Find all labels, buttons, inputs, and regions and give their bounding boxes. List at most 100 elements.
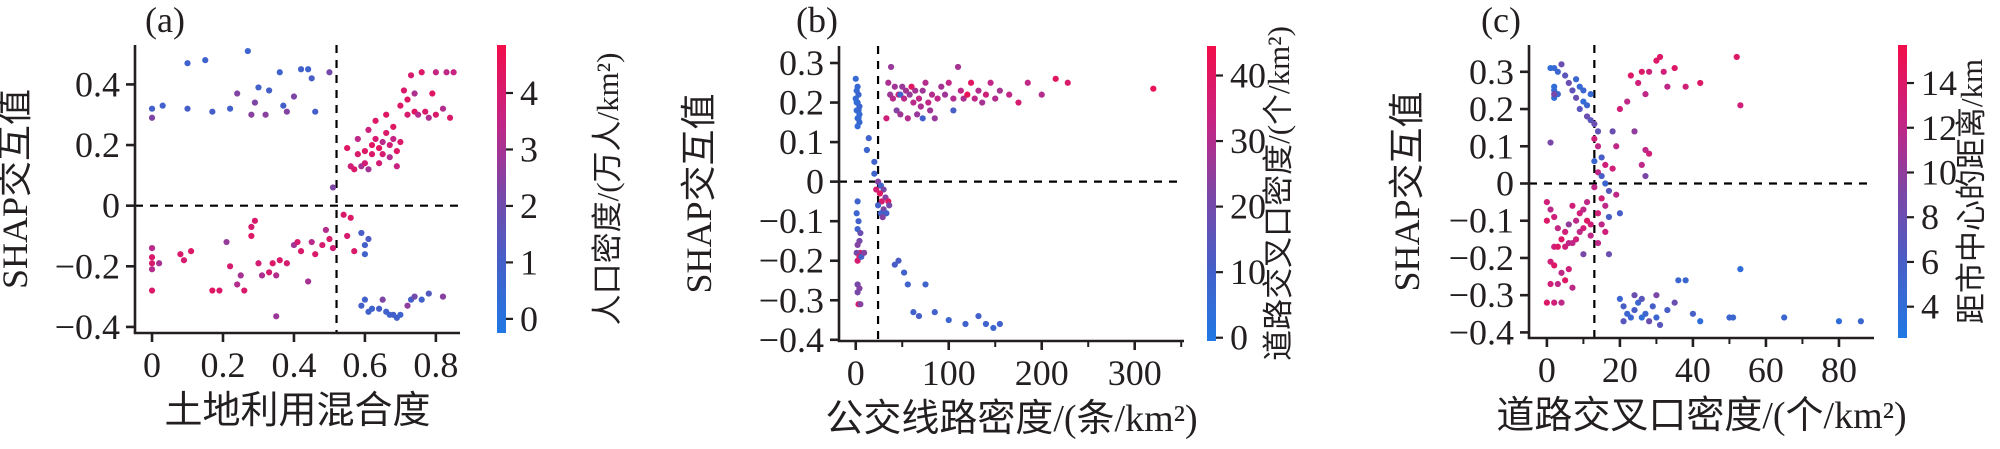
data-point bbox=[1554, 68, 1561, 75]
data-point bbox=[1646, 68, 1653, 75]
data-point bbox=[397, 138, 404, 146]
data-point bbox=[262, 111, 269, 118]
data-point bbox=[305, 278, 312, 285]
data-point bbox=[354, 135, 361, 143]
data-point bbox=[1642, 310, 1649, 317]
data-point bbox=[1627, 314, 1634, 321]
x-axis-tick-label: 80 bbox=[1821, 350, 1857, 390]
data-point bbox=[1547, 139, 1554, 146]
x-axis-tick-label: 100 bbox=[922, 353, 976, 393]
colorbar-tick-label: 30 bbox=[1230, 121, 1266, 161]
colorbar-tick-label: 2 bbox=[520, 186, 538, 226]
data-point bbox=[1605, 251, 1613, 258]
colorbar-tick-label: 4 bbox=[1921, 287, 1939, 327]
y-axis-tick-label: 0.2 bbox=[75, 125, 120, 165]
data-point bbox=[1664, 83, 1671, 90]
data-point bbox=[919, 115, 926, 122]
data-point bbox=[1547, 206, 1554, 213]
data-point bbox=[897, 111, 904, 118]
colorbar-tick-label: 14 bbox=[1921, 63, 1957, 103]
y-axis-tick-label: 0.2 bbox=[779, 83, 824, 123]
data-point bbox=[368, 305, 376, 312]
data-point bbox=[422, 108, 429, 115]
data-point bbox=[934, 95, 941, 102]
data-point bbox=[1572, 217, 1580, 224]
data-point bbox=[365, 235, 372, 243]
data-point bbox=[283, 108, 290, 115]
data-point bbox=[404, 96, 411, 103]
data-point bbox=[1591, 135, 1598, 142]
data-point bbox=[893, 107, 900, 114]
data-point bbox=[1562, 72, 1569, 79]
y-axis-tick-label: −0.4 bbox=[1449, 312, 1514, 352]
data-point bbox=[1587, 91, 1594, 98]
data-point bbox=[895, 257, 902, 264]
y-axis-title: SHAP交互值 bbox=[679, 93, 719, 293]
data-point bbox=[1642, 91, 1649, 98]
data-point bbox=[1682, 83, 1689, 90]
data-point bbox=[1671, 299, 1678, 306]
data-point bbox=[308, 75, 315, 82]
data-point bbox=[1656, 53, 1664, 61]
data-point bbox=[1642, 172, 1649, 180]
data-point bbox=[1594, 128, 1602, 135]
data-point bbox=[361, 241, 369, 249]
data-point bbox=[1562, 243, 1569, 250]
data-point bbox=[248, 232, 255, 240]
data-point bbox=[258, 272, 266, 279]
data-point bbox=[1565, 79, 1572, 87]
data-point bbox=[290, 93, 298, 100]
data-point bbox=[1558, 269, 1565, 276]
data-point bbox=[184, 60, 191, 67]
data-point bbox=[987, 79, 994, 86]
data-point bbox=[251, 99, 259, 106]
data-point bbox=[1569, 284, 1576, 291]
data-point bbox=[390, 123, 397, 130]
y-axis-tick-label: −0.2 bbox=[759, 241, 824, 281]
data-point bbox=[996, 87, 1003, 94]
data-point bbox=[1646, 150, 1653, 157]
data-point bbox=[945, 79, 952, 86]
data-point bbox=[1664, 306, 1671, 314]
data-point bbox=[962, 320, 969, 328]
data-point bbox=[975, 312, 982, 320]
data-point bbox=[1558, 299, 1565, 306]
data-point bbox=[383, 111, 390, 118]
data-point bbox=[1006, 91, 1013, 98]
data-point bbox=[915, 312, 923, 320]
data-point bbox=[379, 296, 386, 303]
data-point bbox=[361, 160, 369, 167]
data-point bbox=[1015, 99, 1022, 106]
data-point bbox=[376, 305, 383, 312]
data-point bbox=[273, 313, 280, 320]
data-point bbox=[1627, 72, 1634, 79]
data-point bbox=[1602, 180, 1609, 187]
y-axis-tick-label: 0.2 bbox=[1469, 89, 1514, 129]
y-axis-tick-label: −0.4 bbox=[55, 307, 120, 347]
data-point bbox=[280, 102, 287, 109]
panel-c-chart: (c)−0.4−0.3−0.2−0.100.10.20.30 20 40 60 80道路… bbox=[1387, 0, 1989, 437]
data-point bbox=[1150, 85, 1157, 92]
data-point bbox=[418, 69, 425, 76]
data-point bbox=[931, 309, 938, 316]
colorbar bbox=[1207, 46, 1216, 341]
data-point bbox=[889, 95, 897, 102]
data-point bbox=[990, 324, 997, 332]
data-point bbox=[411, 90, 418, 97]
data-point bbox=[326, 235, 333, 243]
data-point bbox=[996, 320, 1003, 328]
data-point bbox=[1682, 277, 1689, 284]
data-point bbox=[446, 114, 454, 121]
colorbar-tick-label: 40 bbox=[1230, 56, 1266, 96]
data-point bbox=[148, 260, 156, 267]
data-point bbox=[1737, 102, 1744, 109]
data-point bbox=[912, 87, 919, 94]
data-point bbox=[312, 108, 319, 115]
data-point bbox=[1562, 228, 1569, 235]
y-axis-tick-label: 0.3 bbox=[779, 43, 824, 83]
data-point bbox=[148, 266, 156, 273]
data-point bbox=[269, 260, 276, 267]
data-point bbox=[1547, 280, 1554, 288]
x-axis-tick-label: 20 bbox=[1602, 350, 1638, 390]
